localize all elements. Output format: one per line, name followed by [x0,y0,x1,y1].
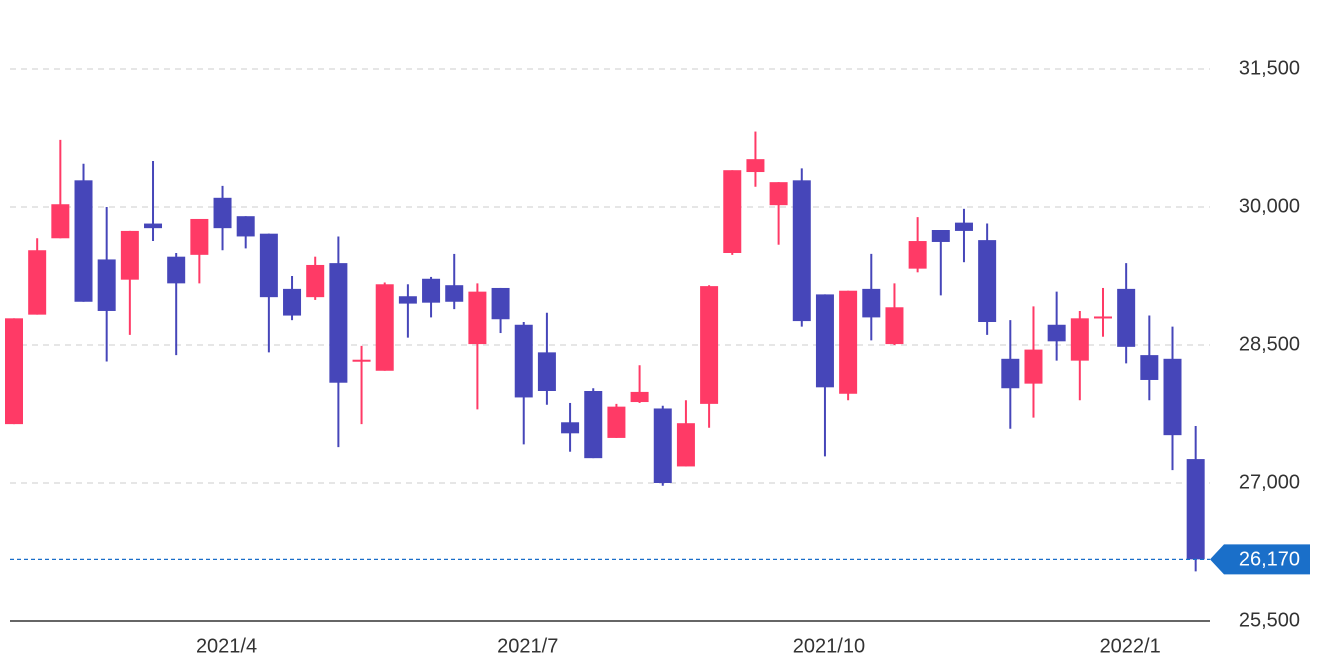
candle-body [1070,318,1089,361]
candle-body [51,204,70,239]
candle-body [1093,316,1112,319]
candle-body [422,278,441,303]
x-tick-label: 2021/7 [497,635,558,657]
candle-body [676,423,695,467]
y-tick-label: 31,500 [1239,57,1300,79]
candle-body [978,240,997,322]
candle-body [862,288,881,318]
candle-body [1163,358,1182,436]
candle-body [653,408,672,483]
candle-body [306,264,325,298]
candle-body [885,307,904,345]
x-tick-label: 2022/1 [1100,635,1161,657]
candle-body [1117,288,1136,347]
candle-body [561,422,580,434]
candle-body [1024,349,1043,384]
candle-body [584,391,603,459]
candle-body [815,294,834,388]
candle-body [630,391,649,403]
candle-body [167,256,186,284]
candle-body [398,296,417,304]
candle-body [144,223,163,229]
candle-body [839,290,858,394]
candle-body [700,286,719,404]
candle-body [97,259,116,311]
candle-body [259,233,278,298]
last-price-label: 26,170 [1239,549,1300,571]
candle-body [352,359,371,362]
last-price-tag [1210,544,1310,575]
candle-body [468,291,487,345]
candle-body [491,287,510,320]
x-tick-label: 2021/10 [793,635,865,657]
candle-body [769,182,788,206]
candle-body [514,324,533,398]
candle-body [723,170,742,253]
candle-body [931,230,950,242]
candle-body [1186,459,1205,560]
candle-body [746,159,765,173]
candle-body [445,285,464,302]
candle-body [1140,355,1159,380]
candle-body [1047,324,1066,342]
y-tick-label: 28,500 [1239,333,1300,355]
candle-body [236,216,255,237]
candle-body [283,288,302,316]
y-tick-label: 27,000 [1239,471,1300,493]
candle-body [908,241,927,269]
candle-body [120,230,139,280]
candle-body [1001,358,1020,389]
candle-body [5,318,23,425]
candle-body [792,180,811,322]
x-tick-label: 2021/4 [196,635,257,657]
candle-body [537,352,556,391]
candle-body [213,197,232,229]
candle-body [329,263,348,383]
candle-body [190,218,209,255]
candle-body [74,180,93,302]
candle-body [375,284,394,371]
candle-body [954,222,973,231]
y-tick-label: 25,500 [1239,609,1300,631]
y-tick-label: 30,000 [1239,195,1300,217]
candle-body [28,250,47,315]
candle-body [607,406,626,438]
